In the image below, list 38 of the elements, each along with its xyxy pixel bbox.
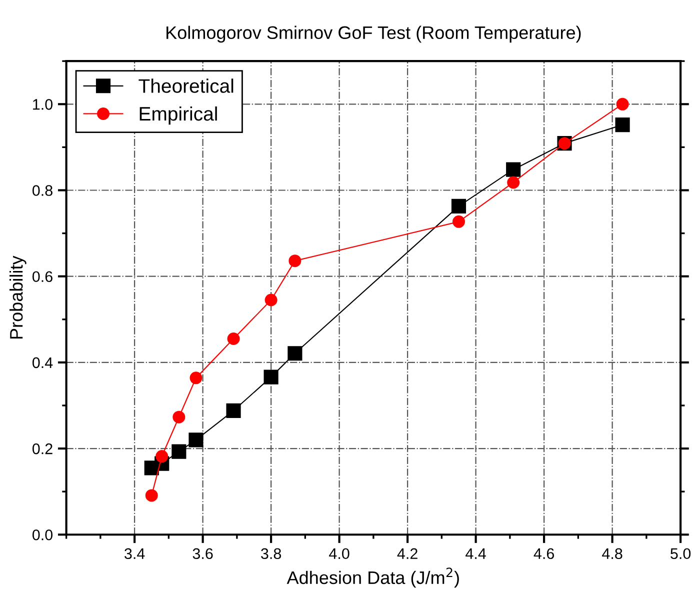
point (506, 162, 521, 177)
legend-label: Theoretical (138, 78, 234, 93)
x-tick-label: 4.4 (466, 548, 486, 559)
x-tick-label: 3.8 (261, 548, 282, 560)
x-tick-label: 4.2 (397, 548, 418, 559)
y-tick-label: 1.0 (33, 99, 53, 110)
y-tick-label: 0.6 (32, 271, 52, 282)
point (451, 198, 466, 214)
point (452, 215, 465, 228)
point (264, 370, 278, 384)
x-tick-label: 4.8 (602, 548, 622, 560)
point (226, 403, 241, 418)
x-tick-label: 4.6 (534, 548, 554, 560)
x-tick-label: 3.4 (124, 548, 145, 560)
y-tick-label: 0.2 (32, 443, 52, 454)
x-tick-label: 4.0 (329, 548, 350, 560)
point (145, 489, 158, 502)
x-tick-label: 5.0 (670, 548, 691, 560)
y-tick-label: 0.4 (32, 357, 53, 368)
y-axis-title: Probability (9, 256, 26, 339)
y-tick-label: 0.8 (32, 185, 52, 196)
x-axis-title: Adhesion Data (J/m$^{2}$) (286, 568, 459, 588)
y-tick-label: 0.0 (32, 529, 53, 540)
point (615, 118, 630, 132)
x-tick-label: 3.6 (192, 548, 213, 560)
point (172, 444, 186, 459)
point (507, 176, 520, 189)
point (264, 294, 278, 306)
point (188, 432, 204, 448)
point (227, 332, 240, 346)
point (156, 450, 168, 463)
point (616, 98, 629, 110)
legend-label: Empirical (140, 106, 217, 125)
point (172, 410, 186, 424)
chart-title: Kolmogorov Smirnov GoF Test (Room Temperature) (166, 26, 581, 43)
point (190, 372, 202, 384)
point (288, 254, 302, 268)
point (288, 346, 302, 361)
